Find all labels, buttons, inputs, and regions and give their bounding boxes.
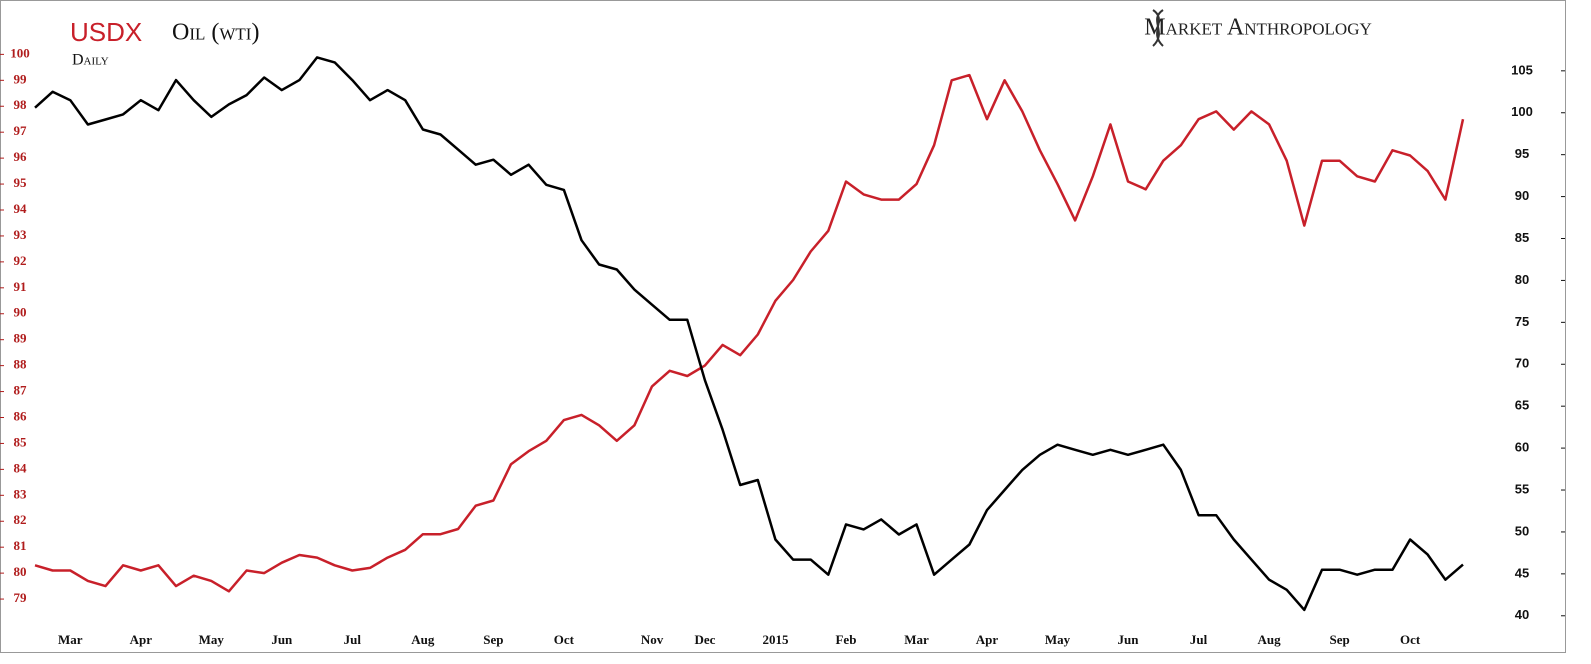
- y2-tick-label: 45: [1515, 565, 1529, 580]
- x-tick-label: Mar: [58, 632, 83, 647]
- y2-tick-label: 100: [1511, 104, 1533, 119]
- y-tick-label: 79: [14, 590, 28, 605]
- series-line: [34, 73, 1465, 593]
- y2-tick-label: 40: [1515, 607, 1529, 622]
- y-tick-label: 86: [14, 408, 28, 423]
- y2-tick-label: 90: [1515, 188, 1529, 203]
- subtitle: Daily: [72, 52, 109, 69]
- y-tick-label: 97: [14, 123, 28, 138]
- x-tick-label: Aug: [411, 632, 435, 647]
- frame: [0, 0, 1566, 653]
- y-tick-label: 94: [14, 201, 28, 216]
- x-tick-label: Sep: [483, 632, 503, 647]
- y2-tick-label: 80: [1515, 272, 1529, 287]
- y-tick-label: 92: [14, 253, 27, 268]
- legend-oil: Oil (wti): [172, 20, 259, 46]
- dna-icon: [1152, 9, 1164, 47]
- x-tick-label: Jun: [271, 632, 293, 647]
- x-tick-label: Dec: [694, 632, 715, 647]
- x-tick-label: Jul: [344, 632, 362, 647]
- y-tick-label: 90: [14, 305, 27, 320]
- y-tick-label: 80: [14, 564, 27, 579]
- watermark: Market Anthropology: [1144, 15, 1372, 41]
- y2-tick-label: 55: [1515, 481, 1529, 496]
- legend-usdx: USDX: [70, 17, 142, 47]
- series-line: [34, 56, 1464, 612]
- y-tick-label: 100: [10, 45, 30, 60]
- y-tick-label: 89: [14, 331, 28, 346]
- y-tick-label: 81: [14, 538, 27, 553]
- y-tick-label: 99: [14, 71, 28, 86]
- x-tick-label: Oct: [554, 632, 575, 647]
- x-tick-label: Jul: [1190, 632, 1208, 647]
- x-tick-label: Sep: [1329, 632, 1349, 647]
- y-tick-label: 96: [14, 149, 28, 164]
- y2-tick-label: 50: [1515, 523, 1529, 538]
- y2-tick-label: 85: [1515, 230, 1529, 245]
- x-tick-label: May: [1045, 632, 1071, 647]
- x-tick-label: Jun: [1118, 632, 1140, 647]
- x-tick-label: 2015: [762, 632, 789, 647]
- y-tick-label: 82: [14, 512, 27, 527]
- x-tick-label: Aug: [1258, 632, 1282, 647]
- y-tick-label: 93: [14, 227, 28, 242]
- y2-tick-label: 75: [1515, 314, 1529, 329]
- y-tick-label: 98: [14, 97, 28, 112]
- y2-tick-label: 95: [1515, 146, 1529, 161]
- x-tick-label: Apr: [976, 632, 999, 647]
- y-tick-label: 83: [14, 486, 28, 501]
- y2-tick-label: 60: [1515, 440, 1529, 455]
- y-tick-label: 84: [14, 460, 28, 475]
- y-tick-label: 91: [14, 279, 27, 294]
- y-tick-label: 95: [14, 175, 28, 190]
- y-tick-label: 87: [14, 383, 28, 398]
- y2-tick-label: 65: [1515, 398, 1529, 413]
- x-tick-label: Oct: [1400, 632, 1421, 647]
- x-tick-label: Feb: [835, 632, 856, 647]
- y-tick-label: 85: [14, 434, 28, 449]
- x-tick-label: Mar: [904, 632, 929, 647]
- y2-tick-label: 70: [1515, 356, 1529, 371]
- y2-tick-label: 105: [1511, 62, 1533, 77]
- x-tick-label: May: [199, 632, 225, 647]
- x-tick-label: Nov: [641, 632, 664, 647]
- x-tick-label: Apr: [130, 632, 153, 647]
- y-tick-label: 88: [14, 357, 28, 372]
